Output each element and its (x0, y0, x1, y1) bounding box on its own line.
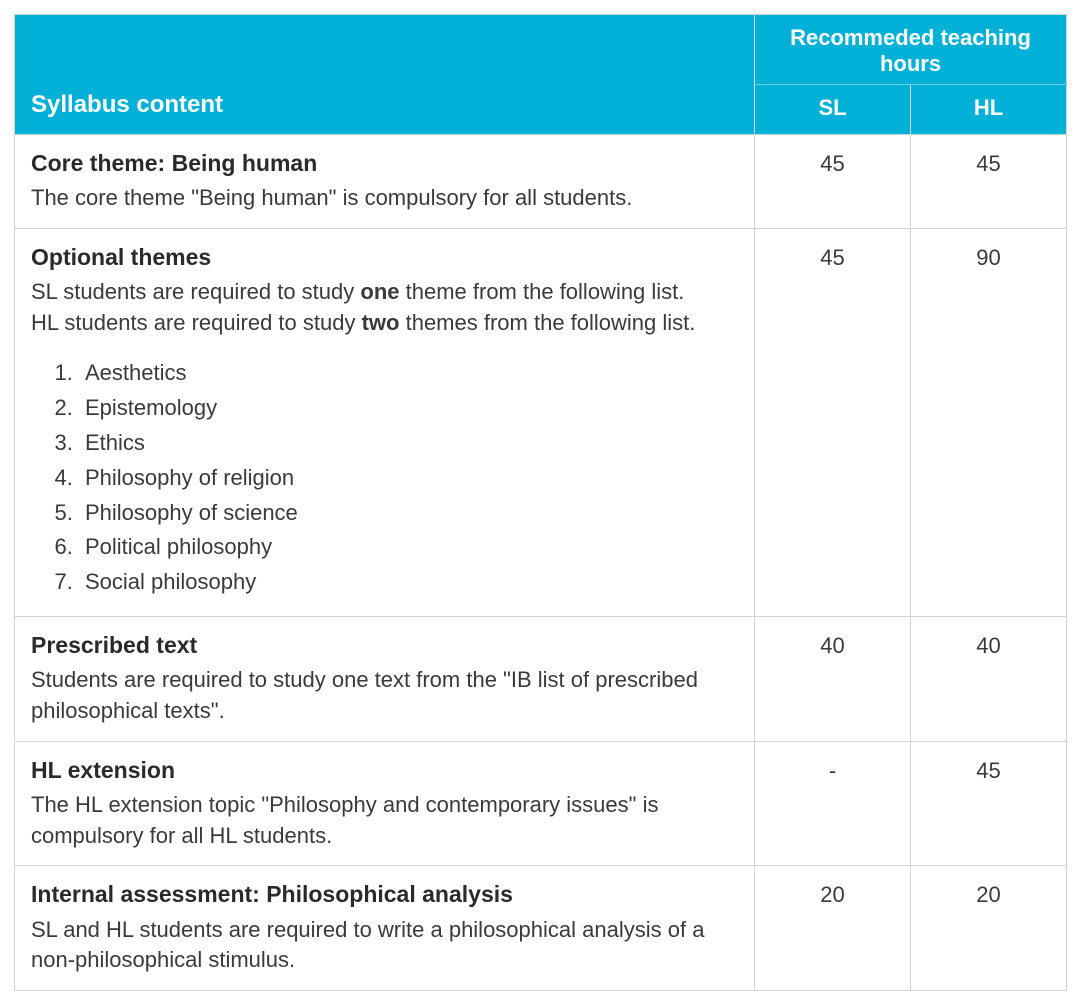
syllabus-table: Syllabus content Recommeded teaching hou… (14, 14, 1067, 991)
row-desc: SL students are required to study one th… (31, 277, 738, 339)
header-syllabus-content: Syllabus content (15, 15, 755, 135)
cell-content: Prescribed text Students are required to… (15, 616, 755, 741)
row-desc: Students are required to study one text … (31, 665, 738, 727)
desc-part: theme from the following list. (400, 279, 685, 304)
header-teaching-hours: Recommeded teaching hours (755, 15, 1067, 85)
list-item: Political philosophy (79, 530, 738, 565)
list-item: Ethics (79, 426, 738, 461)
list-item: Philosophy of science (79, 496, 738, 531)
cell-hl-hours: 20 (911, 866, 1067, 991)
cell-hl-hours: 45 (911, 134, 1067, 228)
table-body: Core theme: Being human The core theme "… (15, 134, 1067, 991)
desc-bold: one (360, 279, 399, 304)
table-row: Core theme: Being human The core theme "… (15, 134, 1067, 228)
cell-sl-hours: 45 (755, 228, 911, 616)
cell-sl-hours: 40 (755, 616, 911, 741)
row-desc: SL and HL students are required to write… (31, 915, 738, 977)
list-item: Epistemology (79, 391, 738, 426)
table-header: Syllabus content Recommeded teaching hou… (15, 15, 1067, 135)
cell-sl-hours: - (755, 741, 911, 866)
cell-content: Optional themes SL students are required… (15, 228, 755, 616)
cell-content: Core theme: Being human The core theme "… (15, 134, 755, 228)
row-title: Optional themes (31, 241, 738, 273)
syllabus-table-container: Syllabus content Recommeded teaching hou… (0, 0, 1080, 1005)
row-desc: The HL extension topic "Philosophy and c… (31, 790, 738, 852)
table-row: Prescribed text Students are required to… (15, 616, 1067, 741)
header-hours-line2: hours (880, 51, 941, 76)
list-item: Philosophy of religion (79, 461, 738, 496)
cell-hl-hours: 40 (911, 616, 1067, 741)
cell-sl-hours: 20 (755, 866, 911, 991)
row-title: Core theme: Being human (31, 147, 738, 179)
list-item: Social philosophy (79, 565, 738, 600)
row-title: Internal assessment: Philosophical analy… (31, 878, 738, 910)
header-sl: SL (755, 84, 911, 134)
cell-content: Internal assessment: Philosophical analy… (15, 866, 755, 991)
header-hours-line1: Recommeded teaching (790, 25, 1031, 50)
table-row: HL extension The HL extension topic "Phi… (15, 741, 1067, 866)
desc-part: HL students are required to study (31, 310, 362, 335)
row-title: HL extension (31, 754, 738, 786)
desc-part: themes from the following list. (399, 310, 695, 335)
optional-themes-list: Aesthetics Epistemology Ethics Philosoph… (31, 356, 738, 600)
table-row: Internal assessment: Philosophical analy… (15, 866, 1067, 991)
row-desc: The core theme "Being human" is compulso… (31, 183, 738, 214)
table-row: Optional themes SL students are required… (15, 228, 1067, 616)
cell-content: HL extension The HL extension topic "Phi… (15, 741, 755, 866)
desc-part: SL students are required to study (31, 279, 360, 304)
desc-bold: two (362, 310, 400, 335)
list-item: Aesthetics (79, 356, 738, 391)
row-title: Prescribed text (31, 629, 738, 661)
cell-hl-hours: 45 (911, 741, 1067, 866)
cell-hl-hours: 90 (911, 228, 1067, 616)
header-hl: HL (911, 84, 1067, 134)
cell-sl-hours: 45 (755, 134, 911, 228)
